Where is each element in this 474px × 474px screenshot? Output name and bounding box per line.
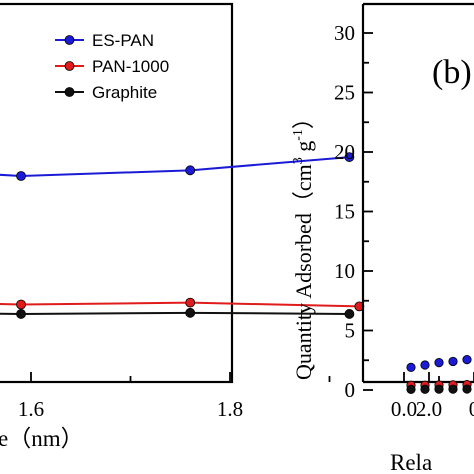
b-y-tick-label-30: 30 [334, 21, 355, 45]
panel-b-label: (b) [432, 54, 472, 91]
panel-a-x-axis-label: e（nm） [0, 426, 84, 451]
legend-marker-pan-1000 [64, 61, 75, 71]
a-x-tick-label-2-0: 2.0 [416, 397, 442, 421]
b-x-tick-label-0: 0.0 [391, 397, 417, 421]
a-point-graphite [16, 309, 26, 319]
b-y-tick-label-15: 15 [334, 200, 355, 224]
panel-a-frame [0, 2, 234, 384]
b-point-es-pan [406, 362, 416, 372]
b-y-tick-label-10: 10 [334, 259, 355, 283]
legend-label-es-pan: ES-PAN [92, 31, 154, 50]
b-point-es-pan [462, 355, 472, 365]
a-line-pan-1000 [0, 301, 360, 308]
b-point-graphite [406, 384, 416, 395]
legend-label-graphite: Graphite [92, 83, 157, 102]
b-point-graphite [448, 384, 458, 394]
a-point-graphite [185, 307, 196, 318]
a-point-es-pan [344, 152, 355, 162]
b-point-es-pan [448, 356, 458, 367]
panel-b-y-ticks: 0 5 10 15 20 25 30 [334, 21, 373, 402]
legend-label-pan-1000: PAN-1000 [92, 57, 169, 76]
panel-a-x-ticks: 1.6 1.8 2.0 [18, 372, 442, 421]
panel-b-x-ticks: 0.0 0 [391, 372, 474, 421]
a-point-pan-1000 [185, 297, 196, 308]
a-line-es-pan [0, 156, 350, 177]
b-point-es-pan [434, 358, 444, 368]
a-point-graphite [344, 309, 355, 319]
a-x-tick-label-1-8: 1.8 [217, 397, 243, 421]
a-point-pan-1000 [16, 299, 26, 310]
panel-b-y-axis-label: Quantity Adsorbed（cm3 g-1） [291, 107, 316, 380]
b-y-tick-label-25: 25 [334, 81, 355, 105]
b-point-graphite [420, 384, 430, 394]
a-point-es-pan [185, 165, 196, 176]
panel-b-series [406, 355, 472, 395]
ylabel-sup2: -1 [291, 129, 306, 141]
legend-marker-graphite [64, 87, 75, 97]
panel-a: 1.6 1.8 2.0 ES-PAN PAN-1000 Graphite e（nm） [0, 2, 442, 451]
panel-a-series [0, 152, 365, 319]
panel-a-legend: ES-PAN PAN-1000 Graphite [55, 31, 169, 102]
b-point-es-pan [420, 360, 430, 370]
ylabel-mid: g [291, 141, 316, 158]
b-point-graphite [462, 384, 472, 394]
b-y-tick-label-5: 5 [345, 319, 356, 343]
panel-b-x-axis-label: Rela [390, 450, 432, 474]
a-point-es-pan [16, 171, 26, 181]
b-point-graphite [434, 384, 444, 394]
ylabel-sup1: 3 [291, 157, 306, 164]
legend-marker-es-pan [64, 35, 75, 45]
a-x-tick-label-1-6: 1.6 [18, 397, 44, 421]
ylabel-main: Quantity Adsorbed（cm [291, 164, 316, 380]
ylabel-end: ） [291, 107, 316, 129]
b-y-tick-label-0: 0 [345, 378, 356, 402]
b-x-tick-label-1: 0 [469, 397, 474, 421]
a-line-graphite [0, 311, 350, 315]
b-y-tick-label-20: 20 [334, 140, 355, 164]
